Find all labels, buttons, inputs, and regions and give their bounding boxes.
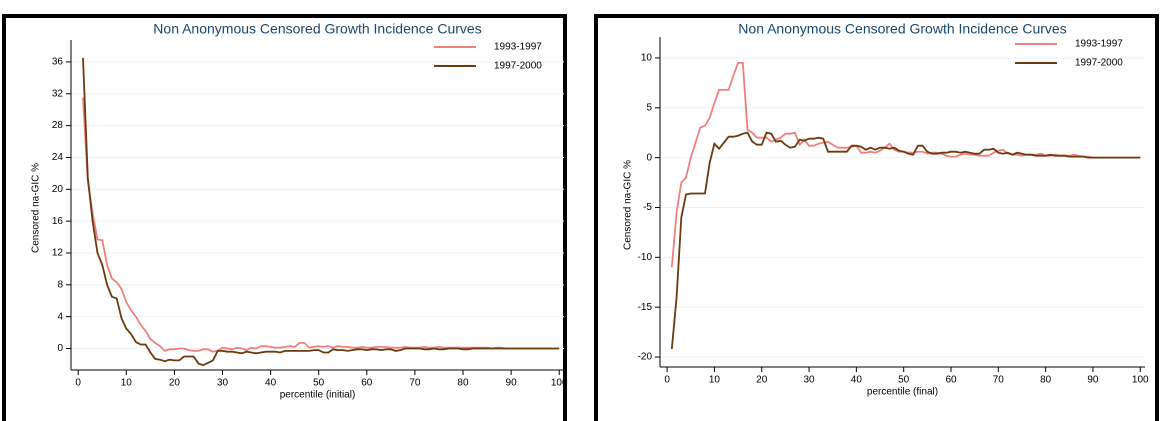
- y-tick-label: 8: [57, 279, 63, 290]
- legend-label: 1993-1997: [1075, 39, 1123, 50]
- x-tick-label: 10: [709, 375, 721, 386]
- y-tick-label: 28: [52, 120, 64, 131]
- y-tick-label: 0: [646, 152, 652, 163]
- y-tick-label: 16: [52, 216, 64, 227]
- x-axis-label: percentile (final): [867, 387, 938, 398]
- x-tick-label: 90: [506, 378, 518, 389]
- x-tick-label: 10: [121, 378, 133, 389]
- x-tick-label: 0: [75, 378, 81, 389]
- y-tick-label: 36: [52, 57, 64, 68]
- legend-label: 1997-2000: [494, 61, 542, 72]
- series-line: [82, 57, 560, 367]
- x-tick-label: 60: [945, 375, 957, 386]
- y-tick-label: 24: [52, 152, 64, 163]
- y-tick-label: 10: [641, 53, 653, 64]
- x-tick-label: 80: [1040, 375, 1052, 386]
- y-tick-label: 5: [646, 102, 652, 113]
- chart-title: Non Anonymous Censored Growth Incidence …: [153, 21, 481, 37]
- x-tick-label: 90: [1087, 375, 1099, 386]
- x-tick-label: 70: [409, 378, 421, 389]
- x-tick-label: 30: [803, 375, 815, 386]
- x-tick-label: 100: [551, 378, 568, 389]
- legend-label: 1997-2000: [1075, 58, 1123, 69]
- x-tick-label: 100: [1132, 375, 1149, 386]
- y-tick-label: 32: [52, 88, 64, 99]
- x-axis-label: percentile (initial): [280, 390, 356, 401]
- y-tick-label: 4: [57, 311, 63, 322]
- y-axis-label: Censored na-GIC %: [31, 163, 42, 253]
- x-tick-label: 0: [664, 375, 670, 386]
- x-tick-label: 20: [169, 378, 181, 389]
- x-tick-label: 40: [265, 378, 277, 389]
- x-tick-label: 30: [217, 378, 229, 389]
- x-tick-label: 80: [457, 378, 469, 389]
- x-tick-label: 70: [993, 375, 1005, 386]
- y-tick-label: -20: [638, 352, 653, 363]
- panel-frame: [594, 14, 1159, 421]
- panel-frame: [2, 14, 567, 421]
- y-tick-label: -10: [638, 252, 653, 263]
- x-tick-label: 40: [851, 375, 863, 386]
- series-line: [670, 131, 1141, 350]
- x-tick-label: 50: [313, 378, 325, 389]
- chart-title: Non Anonymous Censored Growth Incidence …: [738, 21, 1066, 37]
- y-tick-label: -5: [643, 202, 652, 213]
- x-tick-label: 50: [898, 375, 910, 386]
- x-tick-label: 60: [361, 378, 373, 389]
- y-tick-label: 12: [52, 248, 64, 259]
- y-tick-label: 20: [52, 184, 64, 195]
- x-tick-label: 20: [756, 375, 768, 386]
- y-tick-label: -15: [638, 302, 653, 313]
- y-tick-label: 0: [57, 343, 63, 354]
- legend-label: 1993-1997: [494, 42, 542, 53]
- y-axis-label: Censored na-GIC %: [623, 160, 634, 250]
